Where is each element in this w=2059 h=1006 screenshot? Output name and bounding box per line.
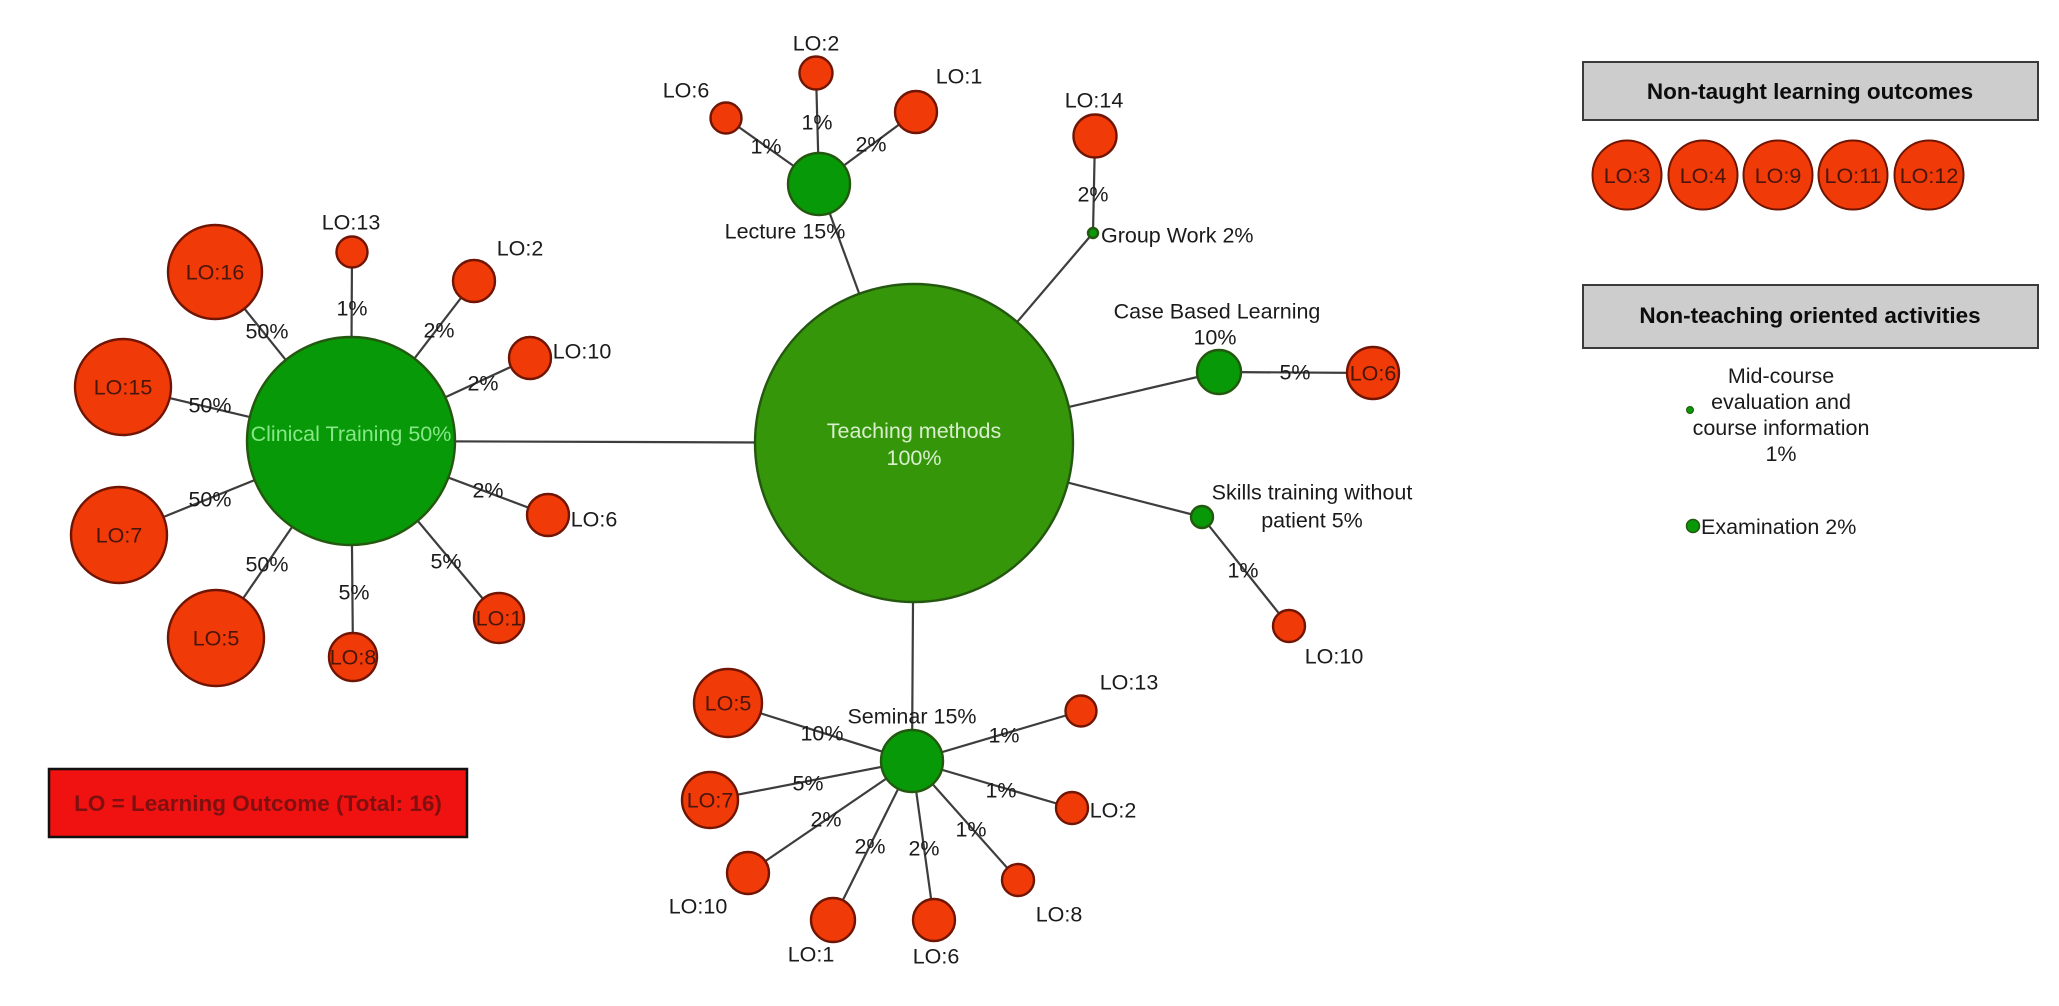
svg-text:LO:1: LO:1	[936, 65, 983, 89]
svg-text:5%: 5%	[430, 550, 461, 574]
svg-text:5%: 5%	[792, 772, 823, 796]
svg-text:5%: 5%	[338, 581, 369, 605]
svg-text:LO:6: LO:6	[913, 945, 960, 969]
svg-text:LO:6: LO:6	[571, 508, 618, 532]
svg-text:LO:2: LO:2	[1090, 799, 1137, 823]
svg-text:LO:6: LO:6	[663, 79, 710, 103]
svg-text:LO:16: LO:16	[186, 261, 245, 285]
svg-text:LO:7: LO:7	[96, 524, 143, 548]
svg-text:LO:5: LO:5	[705, 692, 752, 716]
svg-text:Clinical Training 50%: Clinical Training 50%	[251, 422, 452, 446]
svg-text:LO:10: LO:10	[553, 340, 612, 364]
svg-text:1%: 1%	[955, 818, 986, 842]
svg-text:1%: 1%	[801, 111, 832, 135]
svg-text:LO:2: LO:2	[497, 237, 544, 261]
svg-text:LO:7: LO:7	[687, 789, 734, 813]
svg-text:LO:2: LO:2	[793, 32, 840, 56]
svg-text:LO:1: LO:1	[476, 607, 523, 631]
svg-text:2%: 2%	[467, 372, 498, 396]
svg-text:50%: 50%	[188, 394, 231, 418]
svg-text:LO:10: LO:10	[669, 895, 728, 919]
svg-text:Non-teaching oriented activiti: Non-teaching oriented activities	[1639, 303, 1980, 328]
svg-text:LO:8: LO:8	[1036, 903, 1083, 927]
svg-text:2%: 2%	[854, 835, 885, 859]
svg-text:LO:4: LO:4	[1680, 164, 1727, 188]
svg-text:Seminar 15%: Seminar 15%	[847, 705, 976, 729]
svg-text:LO:5: LO:5	[193, 627, 240, 651]
svg-text:2%: 2%	[855, 133, 886, 157]
svg-text:2%: 2%	[1077, 183, 1108, 207]
svg-text:50%: 50%	[245, 553, 288, 577]
svg-text:10%: 10%	[1193, 326, 1236, 350]
svg-text:Non-taught learning outcomes: Non-taught learning outcomes	[1647, 79, 1973, 104]
svg-text:Lecture 15%: Lecture 15%	[725, 220, 846, 244]
svg-text:2%: 2%	[908, 837, 939, 861]
svg-text:5%: 5%	[1279, 361, 1310, 385]
svg-text:100%: 100%	[887, 446, 942, 470]
svg-text:10%: 10%	[800, 722, 843, 746]
svg-text:LO:8: LO:8	[330, 646, 377, 670]
svg-text:LO:14: LO:14	[1065, 89, 1124, 113]
svg-text:1%: 1%	[1227, 559, 1258, 583]
svg-text:Skills training without: Skills training without	[1212, 481, 1413, 505]
svg-text:1%: 1%	[988, 724, 1019, 748]
svg-text:LO:11: LO:11	[1825, 164, 1882, 188]
svg-text:LO:12: LO:12	[1900, 164, 1959, 188]
svg-text:2%: 2%	[810, 808, 841, 832]
svg-text:course information: course information	[1693, 416, 1870, 440]
svg-text:LO:13: LO:13	[1100, 671, 1159, 695]
svg-text:2%: 2%	[423, 319, 454, 343]
svg-text:1%: 1%	[985, 779, 1016, 803]
svg-text:LO:6: LO:6	[1350, 362, 1397, 386]
svg-text:Case Based Learning: Case Based Learning	[1114, 300, 1321, 324]
svg-text:1%: 1%	[336, 297, 367, 321]
svg-text:Teaching methods: Teaching methods	[827, 419, 1002, 443]
svg-text:1%: 1%	[750, 135, 781, 159]
svg-text:Examination 2%: Examination 2%	[1701, 515, 1856, 539]
svg-text:LO:1: LO:1	[788, 943, 835, 967]
svg-text:1%: 1%	[1765, 442, 1796, 466]
svg-text:LO:13: LO:13	[322, 211, 381, 235]
svg-text:evaluation and: evaluation and	[1711, 390, 1851, 414]
svg-text:2%: 2%	[472, 479, 503, 503]
svg-text:LO:15: LO:15	[94, 376, 153, 400]
svg-text:Group Work 2%: Group Work 2%	[1101, 224, 1254, 248]
svg-text:50%: 50%	[245, 320, 288, 344]
svg-text:Mid-course: Mid-course	[1728, 364, 1834, 388]
svg-text:LO:3: LO:3	[1604, 164, 1651, 188]
svg-text:LO:10: LO:10	[1305, 645, 1364, 669]
svg-text:LO:9: LO:9	[1755, 164, 1802, 188]
svg-text:50%: 50%	[188, 488, 231, 512]
svg-text:LO = Learning Outcome (Total:: LO = Learning Outcome (Total: 16)	[74, 791, 442, 816]
svg-text:patient 5%: patient 5%	[1261, 509, 1363, 533]
